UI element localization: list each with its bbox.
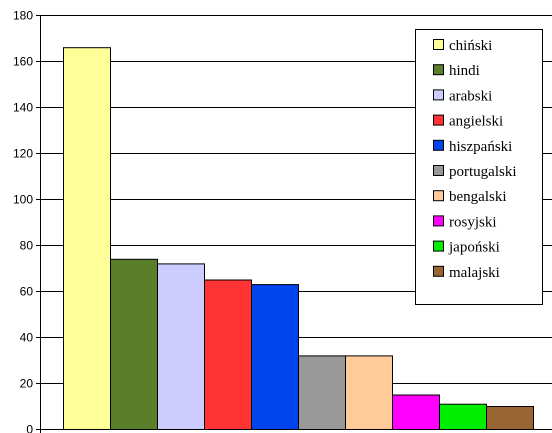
bar-8 [392, 394, 440, 430]
bar-10 [486, 406, 534, 430]
legend-label: portugalski [449, 164, 517, 180]
y-tick-label: 100 [13, 193, 33, 207]
legend-label: malajski [449, 265, 500, 281]
bar-6 [298, 355, 346, 430]
legend-swatch [433, 165, 444, 176]
y-tick-label: 180 [13, 9, 33, 23]
legend-swatch [433, 240, 444, 252]
bar-1 [63, 47, 111, 430]
legend-swatch [433, 190, 444, 202]
y-tick-label: 120 [13, 147, 33, 161]
bar-3 [157, 263, 205, 430]
legend: chiński hindi arabski angielski hiszpański po… [415, 29, 543, 305]
y-tick-label: 80 [20, 239, 34, 253]
bar-5 [251, 284, 299, 430]
y-tick-label: 160 [13, 55, 33, 69]
legend-swatch [433, 114, 444, 126]
legend-swatch [433, 64, 444, 76]
legend-label: angielski [449, 114, 503, 130]
legend-swatch [433, 265, 444, 277]
legend-label: bengalski [449, 189, 507, 205]
bar-9 [439, 403, 487, 431]
legend-swatch [433, 139, 444, 151]
legend-swatch [433, 89, 444, 101]
bar-2 [110, 258, 158, 430]
y-tick-label: 140 [13, 101, 33, 115]
legend-label: arabski [449, 88, 492, 104]
y-tick-label: 0 [26, 423, 33, 433]
bar-7 [345, 355, 393, 430]
legend-label: japoński [448, 240, 500, 256]
legend-label: chiński [449, 38, 492, 54]
y-tick-label: 60 [20, 285, 34, 299]
legend-swatch [433, 215, 444, 227]
legend-label: hiszpański [449, 139, 512, 155]
y-tick-label: 40 [20, 331, 34, 345]
y-axis: 0 20 40 60 80 100 120 140 160 180 [13, 9, 552, 433]
legend-swatch [433, 39, 444, 50]
bar-4 [204, 279, 252, 430]
legend-label: rosyjski [449, 214, 497, 230]
legend-label: hindi [449, 63, 480, 79]
y-tick-label: 20 [20, 377, 34, 391]
bars [63, 47, 534, 431]
